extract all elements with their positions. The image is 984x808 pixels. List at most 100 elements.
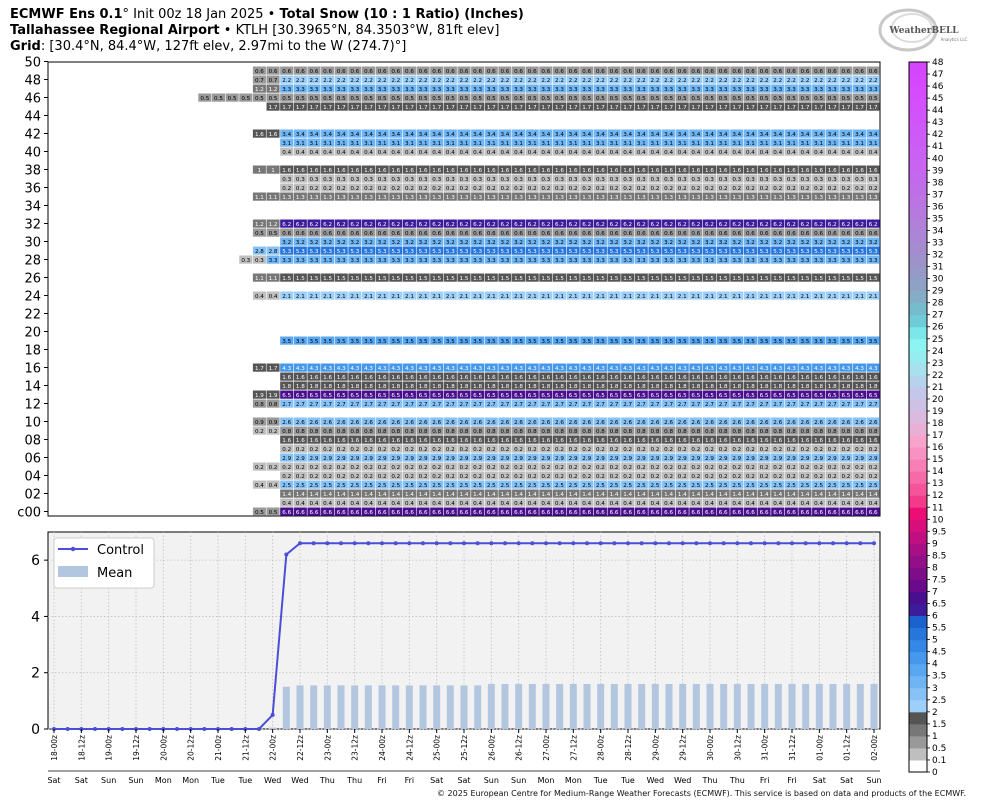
cell	[662, 93, 676, 102]
colorbar-label: 13	[932, 479, 943, 489]
cell-value: 6.6	[801, 510, 810, 516]
cell-value: 2.7	[760, 402, 769, 408]
cell-value: 3.1	[623, 141, 632, 147]
cell-value: 1.6	[719, 438, 728, 444]
cell-value: 1.4	[732, 492, 741, 498]
mean-bar	[856, 683, 864, 729]
cell-value: 0.4	[637, 150, 646, 156]
cell	[702, 471, 717, 480]
cell	[293, 498, 307, 507]
day-label: Tue	[210, 776, 225, 785]
cell-value: 6.2	[869, 222, 878, 228]
cell	[334, 372, 348, 381]
cell-value: 2.9	[514, 456, 523, 462]
control-point	[667, 541, 671, 546]
cell-value: 0.4	[787, 150, 796, 156]
cell-value: 6.2	[473, 222, 482, 228]
cell	[675, 237, 689, 246]
member-row-12: 0.8 0.8 2.7 2.7 2.7 2.7 2.7 2.7 2.7 2.7 2.7 2.7 2.7 2…	[252, 399, 880, 408]
cell-value: 1.8	[719, 384, 728, 390]
cell	[730, 399, 744, 408]
cell-value: 0.2	[405, 186, 414, 192]
cell	[525, 165, 539, 174]
cell-value: 0.2	[637, 474, 646, 480]
cell-value: 3.3	[432, 258, 441, 264]
cell	[771, 471, 785, 480]
cell-value: 0.4	[432, 501, 441, 507]
cell-value: 3.3	[623, 258, 632, 264]
cell	[334, 462, 348, 471]
cell	[812, 174, 826, 183]
cell-value: 0.3	[719, 177, 728, 183]
cell-value: 1.5	[746, 276, 755, 282]
cell-value: 0.8	[650, 429, 659, 435]
cell	[498, 228, 512, 237]
cell	[730, 273, 744, 282]
cell	[866, 498, 880, 507]
cell	[743, 453, 757, 462]
cell	[784, 435, 798, 444]
cell	[307, 444, 321, 453]
colorbar-label: 27	[932, 311, 943, 321]
cell-value: 2.5	[555, 483, 564, 489]
cell-value: 0.6	[705, 231, 714, 237]
colorbar-swatch	[909, 314, 927, 328]
cell-value: 0.2	[419, 186, 428, 192]
cell-value: 6.2	[732, 222, 741, 228]
cell	[402, 453, 416, 462]
cell	[512, 417, 526, 426]
cell-value: 1.4	[678, 492, 687, 498]
cell-value: 1.7	[691, 105, 700, 111]
cell	[648, 237, 662, 246]
cell-value: 1.6	[473, 375, 482, 381]
cell-value: 0.2	[623, 465, 632, 471]
cell	[566, 102, 580, 111]
cell-value: 0.8	[432, 429, 441, 435]
control-point	[831, 541, 835, 546]
cell	[471, 138, 485, 147]
cell-value: 2.5	[500, 483, 509, 489]
cell-value: 1.6	[582, 168, 591, 174]
cell	[484, 129, 498, 138]
control-point	[544, 541, 548, 546]
cell-value: 1.7	[364, 105, 373, 111]
cell	[648, 183, 662, 192]
cell	[389, 462, 403, 471]
cell-value: 3.1	[323, 141, 332, 147]
cell-value: 3.5	[855, 339, 864, 345]
cell	[566, 228, 580, 237]
cell-value: 3.5	[610, 339, 619, 345]
cell	[484, 498, 498, 507]
cell	[416, 336, 430, 345]
cell	[375, 471, 389, 480]
y-tick-label: 14	[24, 380, 41, 395]
cell	[593, 255, 607, 264]
cell-value: 2.9	[446, 456, 455, 462]
cell	[825, 462, 839, 471]
member-row-49: 0.6 0.6 0.6 0.6 0.6 0.6 0.6 0.6 0.6 0.6 0.6 0.6 0.6 0…	[252, 66, 880, 75]
cell-value: 2.9	[405, 456, 414, 462]
cell-value: 0.6	[296, 231, 305, 237]
cell-value: 2.9	[623, 456, 632, 462]
cell	[566, 363, 580, 372]
cell	[662, 417, 676, 426]
cell-value: 2.5	[623, 483, 632, 489]
cell-value: 1.4	[773, 492, 782, 498]
cell	[498, 489, 512, 498]
cell-value: 6.6	[664, 510, 673, 516]
cell-value: 2.9	[487, 456, 496, 462]
cell-value: 0.2	[364, 465, 373, 471]
cell-value: 3.5	[841, 339, 850, 345]
cell-value: 1.8	[664, 384, 673, 390]
cell-value: 1.5	[610, 276, 619, 282]
cell	[675, 480, 689, 489]
cell	[812, 372, 826, 381]
cell	[634, 228, 648, 237]
cell	[430, 102, 444, 111]
cell	[321, 372, 335, 381]
cell-value: 1.6	[610, 375, 619, 381]
cell-value: 0.2	[350, 186, 359, 192]
day-label: Sat	[840, 776, 853, 785]
cell-value: 3.5	[282, 339, 291, 345]
cell	[621, 138, 635, 147]
